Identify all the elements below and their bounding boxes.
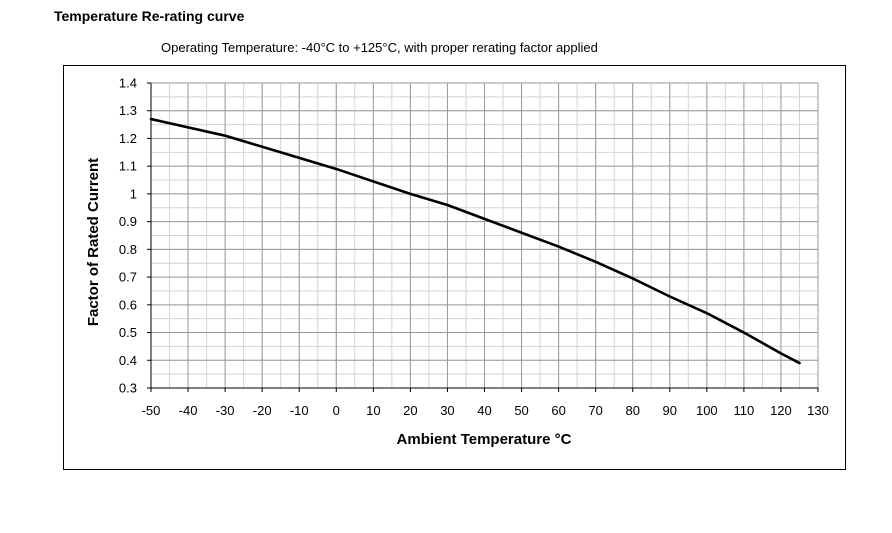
x-tick-label: 0 [333, 403, 340, 418]
y-tick-label: 1.1 [119, 159, 137, 174]
x-tick-label: 30 [440, 403, 454, 418]
chart-frame [63, 65, 846, 470]
page-heading: Temperature Re-rating curve [54, 8, 245, 24]
x-tick-label: 100 [696, 403, 718, 418]
y-tick-label: 0.5 [119, 325, 137, 340]
y-tick-label: 0.7 [119, 270, 137, 285]
y-tick-label: 1.2 [119, 131, 137, 146]
series-group [149, 117, 801, 365]
x-tick-label: 90 [663, 403, 677, 418]
x-tick-label: 40 [477, 403, 491, 418]
x-tick-label: 80 [625, 403, 639, 418]
x-tick-label: 120 [770, 403, 792, 418]
x-tick-label: -10 [290, 403, 309, 418]
y-tick-label: 1.3 [119, 103, 137, 118]
y-tick-label: 0.8 [119, 242, 137, 257]
x-tick-label: 110 [734, 403, 755, 418]
axes [147, 82, 819, 392]
x-tick-label: 70 [588, 403, 602, 418]
x-tick-label: 20 [403, 403, 417, 418]
x-tick-label: 60 [551, 403, 565, 418]
operating-temperature-caption: Operating Temperature: -40°C to +125°C, … [161, 40, 598, 55]
series-line [149, 117, 801, 365]
x-tick-label: -20 [253, 403, 272, 418]
x-tick-label: 50 [514, 403, 528, 418]
y-tick-label: 0.9 [119, 214, 137, 229]
y-tick-label: 1 [130, 186, 137, 201]
y-tick-labels: 0.3 0.4 0.5 0.6 0.7 0.8 0.9 1 1.1 1.2 1.3 1.4 [119, 76, 137, 396]
x-tick-labels: -50 -40 -30 -20 -10 0 10 20 30 40 50 60 70 80 90 100 110… [142, 403, 829, 418]
y-tick-label: 1.4 [119, 76, 137, 91]
y-tick-label: 0.6 [119, 297, 137, 312]
x-tick-label: 130 [807, 403, 829, 418]
y-tick-label: 0.4 [119, 353, 137, 368]
x-tick-label: -40 [179, 403, 198, 418]
x-tick-label: -50 [142, 403, 161, 418]
y-tick-label: 0.3 [119, 381, 137, 396]
y-axis-title: Factor of Rated Current [85, 158, 102, 326]
x-tick-label: 10 [366, 403, 380, 418]
x-tick-label: -30 [216, 403, 235, 418]
x-axis-title: Ambient Temperature °C [397, 431, 572, 448]
